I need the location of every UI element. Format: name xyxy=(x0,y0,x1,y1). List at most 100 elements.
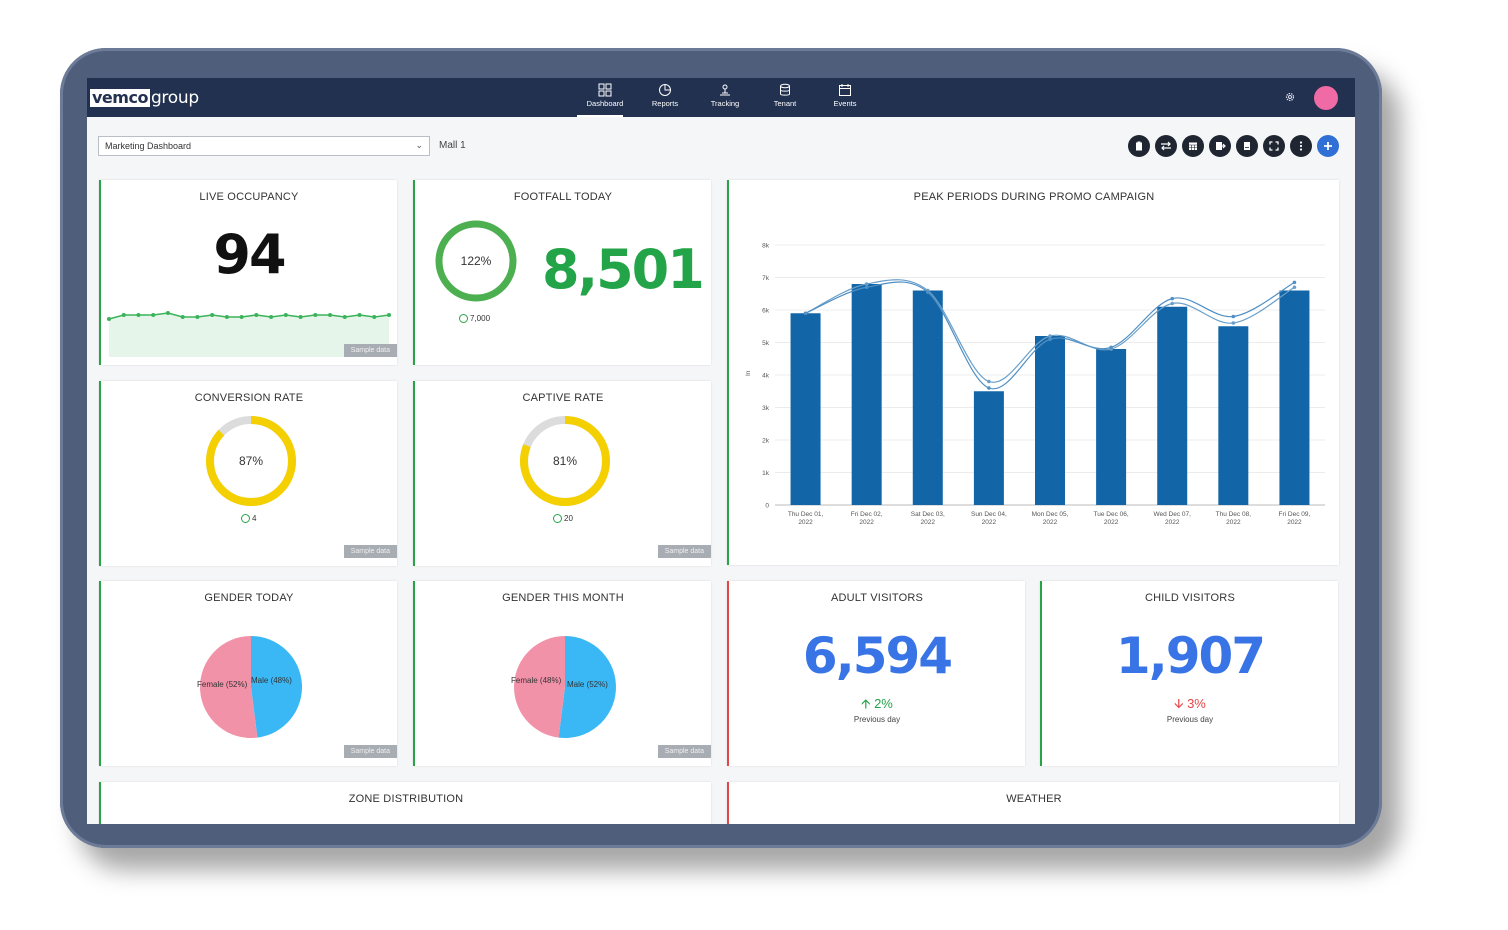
male-slice[interactable] xyxy=(251,636,303,738)
trend-point xyxy=(1231,321,1236,325)
trend-point xyxy=(925,290,930,294)
bar[interactable] xyxy=(1279,290,1310,506)
x-tick-label: Fri Dec 09, xyxy=(1279,511,1311,518)
footfall-percent: 122% xyxy=(460,254,492,268)
swap-button[interactable] xyxy=(1155,135,1177,157)
x-tick-label: 2022 xyxy=(1287,519,1302,526)
gender-month-pie xyxy=(513,636,616,738)
conversion-ring xyxy=(206,416,296,506)
adult-delta-value: 2% xyxy=(874,696,893,711)
sparkline-area xyxy=(109,313,389,357)
sample-data-badge: Sample data xyxy=(343,344,397,357)
add-widget-button[interactable] xyxy=(1317,135,1339,157)
brand-logo[interactable]: vemco group xyxy=(90,88,199,108)
sparkline-point xyxy=(328,313,333,317)
sparkline-point xyxy=(239,315,244,319)
adult-delta: 🡩 2% xyxy=(729,695,1025,717)
trend-point xyxy=(987,379,991,384)
y-tick-label: 6k xyxy=(762,308,770,315)
y-tick-label: 5k xyxy=(762,340,770,347)
female-slice[interactable] xyxy=(513,636,565,738)
calendar-button[interactable] xyxy=(1182,135,1204,157)
nav-events[interactable]: Events xyxy=(815,78,875,117)
y-tick-label: 2k xyxy=(762,438,770,445)
bar[interactable] xyxy=(851,284,882,505)
x-tick-label: Tue Dec 06, xyxy=(1094,511,1129,518)
bar[interactable] xyxy=(1035,336,1065,505)
captive-ring xyxy=(520,416,610,506)
gear-icon[interactable] xyxy=(1284,91,1296,103)
conversion-ring-arc xyxy=(206,416,296,506)
dashboard-toolbar xyxy=(1128,135,1339,157)
dashboard-select[interactable]: Marketing Dashboard ⌄ xyxy=(98,136,430,156)
occupancy-sparkline xyxy=(107,311,391,357)
mall-label: Mall 1 xyxy=(439,140,466,151)
export-button[interactable] xyxy=(1209,135,1231,157)
nav-tenant[interactable]: Tenant xyxy=(755,78,815,117)
main-nav: Dashboard Reports Tracking Tenant Events xyxy=(575,78,875,117)
card-title: ADULT VISITORS xyxy=(830,592,924,604)
x-tick-label: Mon Dec 05, xyxy=(1032,511,1069,518)
card-title: FOOTFALL TODAY xyxy=(513,191,613,203)
document-button[interactable] xyxy=(1236,135,1258,157)
target-circle-icon xyxy=(459,314,468,323)
female-label: Female (52%) xyxy=(197,680,248,689)
bar[interactable] xyxy=(1157,306,1188,505)
sparkline-point xyxy=(254,313,259,317)
adult-visitors-card: ADULT VISITORS 6,594 🡩 2% Previous day xyxy=(727,581,1025,766)
captive-target-value: 20 xyxy=(564,514,573,523)
trend-point xyxy=(864,282,869,286)
child-delta: 🡫 3% xyxy=(1042,695,1338,717)
nav-dashboard[interactable]: Dashboard xyxy=(575,78,635,117)
sparkline-point xyxy=(210,313,215,317)
sparkline-point xyxy=(298,315,303,319)
captive-target: 20 xyxy=(553,514,573,523)
x-tick-label: 2022 xyxy=(1226,519,1241,526)
trend-point xyxy=(803,311,808,316)
captive-rate-card: CAPTIVE RATE 81% 20 Sample data xyxy=(413,381,711,566)
captive-ring-arc xyxy=(520,416,610,506)
x-tick-label: 2022 xyxy=(798,519,813,526)
x-tick-label: 2022 xyxy=(1104,519,1119,526)
sample-data-badge: Sample data xyxy=(343,745,397,758)
sparkline-point xyxy=(121,313,126,317)
footfall-target: 7,000 xyxy=(459,314,490,323)
bar[interactable] xyxy=(790,313,821,505)
more-options-button[interactable] xyxy=(1290,135,1312,157)
trend-point xyxy=(864,285,869,290)
nav-tracking[interactable]: Tracking xyxy=(695,78,755,117)
user-avatar[interactable] xyxy=(1314,86,1338,110)
bar[interactable] xyxy=(912,290,943,506)
trend-point xyxy=(1231,314,1236,319)
conversion-percent: 87% xyxy=(238,454,264,468)
trend-point xyxy=(987,386,991,390)
arrow-down-icon: 🡫 xyxy=(1174,696,1184,711)
clipboard-button[interactable] xyxy=(1128,135,1150,157)
fullscreen-button[interactable] xyxy=(1263,135,1285,157)
bar[interactable] xyxy=(973,391,1004,505)
pie-chart-icon xyxy=(659,84,671,96)
conversion-target: 4 xyxy=(241,514,256,523)
x-tick-label: 2022 xyxy=(921,519,936,526)
female-slice[interactable] xyxy=(200,636,258,738)
swap-icon xyxy=(1161,141,1171,151)
male-slice[interactable] xyxy=(558,636,616,738)
y-tick-label: 1k xyxy=(762,470,770,477)
gender-month-card: GENDER THIS MONTH Female (48%) Male (52%… xyxy=(413,581,711,766)
sparkline-line xyxy=(108,312,390,320)
card-title: GENDER TODAY xyxy=(204,592,294,604)
nav-reports[interactable]: Reports xyxy=(635,78,695,117)
card-title: LIVE OCCUPANCY xyxy=(199,191,299,203)
sparkline-point xyxy=(224,315,229,319)
chart-title: PEAK PERIODS DURING PROMO CAMPAIGN xyxy=(913,191,1155,203)
sparkline-point xyxy=(283,313,288,317)
nav-dashboard-label: Dashboard xyxy=(586,99,624,108)
logo-box-text: vemco xyxy=(90,88,150,107)
bar[interactable] xyxy=(1218,326,1249,505)
trend-line xyxy=(805,281,1295,390)
bar[interactable] xyxy=(1096,349,1127,505)
trend-point xyxy=(1292,280,1297,285)
child-delta-value: 3% xyxy=(1187,696,1206,711)
y-tick-label: 8k xyxy=(762,243,770,250)
card-title: WEATHER xyxy=(1006,793,1062,805)
